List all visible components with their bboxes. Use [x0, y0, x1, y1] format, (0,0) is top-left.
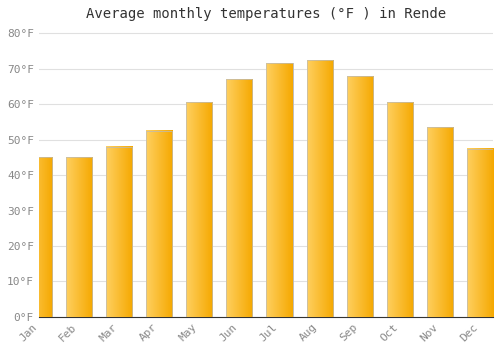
Bar [427, 127, 453, 317]
Bar [66, 158, 92, 317]
Bar [26, 158, 52, 317]
Bar [146, 131, 172, 317]
Title: Average monthly temperatures (°F ) in Rende: Average monthly temperatures (°F ) in Re… [86, 7, 446, 21]
Bar [467, 148, 493, 317]
Bar [106, 147, 132, 317]
Bar [146, 131, 172, 317]
Bar [387, 103, 413, 317]
Bar [306, 60, 332, 317]
Bar [106, 147, 132, 317]
Bar [266, 63, 292, 317]
Bar [427, 127, 453, 317]
Bar [226, 79, 252, 317]
Bar [186, 103, 212, 317]
Bar [387, 103, 413, 317]
Bar [467, 148, 493, 317]
Bar [346, 76, 372, 317]
Bar [226, 79, 252, 317]
Bar [266, 63, 292, 317]
Bar [346, 76, 372, 317]
Bar [306, 60, 332, 317]
Bar [26, 158, 52, 317]
Bar [66, 158, 92, 317]
Bar [186, 103, 212, 317]
